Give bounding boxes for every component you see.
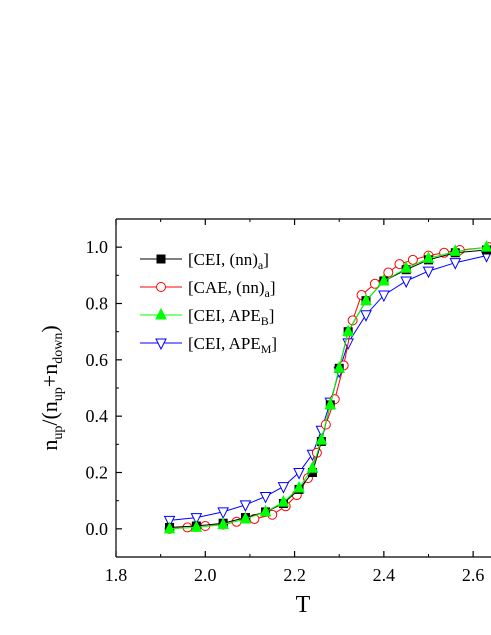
y-tick-label: 0.0 (86, 519, 109, 539)
legend-label-subscript: a (258, 258, 264, 272)
legend-marker (156, 254, 166, 264)
y-axis-label-part: n (37, 440, 62, 451)
data-point (190, 520, 203, 532)
data-point (239, 500, 252, 513)
y-axis-label-part: ) (37, 325, 62, 332)
y-axis-label-subscript: up (51, 387, 66, 401)
legend-entry: [CEI, APEB] (140, 306, 274, 328)
data-point (360, 293, 372, 306)
y-axis-label-part: +n (37, 364, 62, 387)
x-tick-label: 2.2 (283, 565, 306, 585)
data-point (347, 315, 358, 326)
legend-label-main: [CEI, (nn) (188, 250, 258, 269)
data-point (422, 266, 435, 279)
legend-marker (156, 282, 166, 292)
legend-label-main: [CAE, (nn) (188, 278, 264, 297)
legend-entry: [CEI, (nn)a] (140, 250, 269, 272)
legend-label-subscript: a (264, 286, 270, 300)
y-axis-label: nup/(nup+ndown) (37, 325, 66, 450)
data-point (259, 504, 272, 517)
y-axis-label-subscript: down (51, 333, 66, 364)
legend-label: [CAE, (nn)a] (188, 278, 275, 300)
data-point (407, 254, 418, 265)
axes: 1.8 2.0 2.2 2.4 2.60.00.20.40.60.81.0Tnup/(n… (37, 218, 491, 618)
legend: [CEI, (nn)a][CAE, (nn)a][CEI, APEB][CEI,… (140, 250, 277, 356)
legend-entry: [CAE, (nn)a] (140, 278, 275, 300)
data-point (480, 240, 491, 252)
series-layer (163, 240, 491, 534)
data-point (217, 507, 229, 520)
data-point (293, 480, 305, 493)
legend-label: [CEI, (nn)a] (188, 250, 269, 272)
data-point (239, 511, 252, 524)
y-tick-label: 0.2 (86, 463, 109, 483)
x-axis-label: T (296, 592, 311, 618)
y-axis-label-text: nup/(nup+ndown) (37, 325, 66, 450)
data-point (400, 261, 412, 273)
data-point (306, 461, 319, 473)
data-point (333, 361, 346, 373)
y-axis-label-subscript: up (51, 426, 66, 440)
legend-marker (155, 307, 167, 320)
legend-label-main: [CEI, APE (188, 306, 261, 325)
legend-label: [CEI, APEM] (188, 334, 277, 356)
series-2 (163, 240, 491, 534)
legend-label-tail: ] (270, 278, 276, 297)
data-point (277, 482, 290, 494)
data-point (342, 324, 354, 337)
x-tick-label: 1.8 (105, 565, 128, 585)
legend-marker (155, 338, 167, 351)
data-point (277, 494, 290, 507)
y-tick-label: 0.6 (86, 350, 109, 370)
data-point (360, 310, 372, 322)
legend-label-subscript: M (261, 342, 272, 356)
x-tick-label: 2.4 (373, 565, 396, 585)
data-point (259, 491, 272, 504)
data-point (217, 517, 229, 530)
y-tick-label: 0.8 (86, 294, 109, 314)
data-point (378, 273, 390, 286)
data-point (449, 244, 462, 256)
data-point (383, 267, 394, 278)
data-point (163, 521, 176, 534)
data-point (293, 468, 305, 480)
legend-label-tail: ] (269, 306, 275, 325)
x-tick-label: 2.0 (194, 565, 217, 585)
data-point (400, 276, 412, 289)
y-axis-label-part: /(n (37, 401, 62, 425)
y-tick-label: 1.0 (86, 237, 109, 257)
legend-label-tail: ] (271, 334, 277, 353)
data-point (163, 515, 176, 528)
data-point (378, 290, 390, 303)
data-point (190, 513, 203, 525)
data-point (422, 251, 435, 263)
y-tick-label: 0.4 (86, 406, 109, 426)
x-tick-label: 2.6 (462, 565, 485, 585)
legend-entry: [CEI, APEM] (140, 334, 277, 356)
data-point (449, 258, 462, 270)
legend-label: [CEI, APEB] (188, 306, 274, 328)
legend-label-main: [CEI, APE (188, 334, 261, 353)
legend-label-tail: ] (263, 250, 269, 269)
data-point (324, 397, 337, 410)
legend-label-subscript: B (261, 314, 269, 328)
data-point (315, 432, 328, 445)
